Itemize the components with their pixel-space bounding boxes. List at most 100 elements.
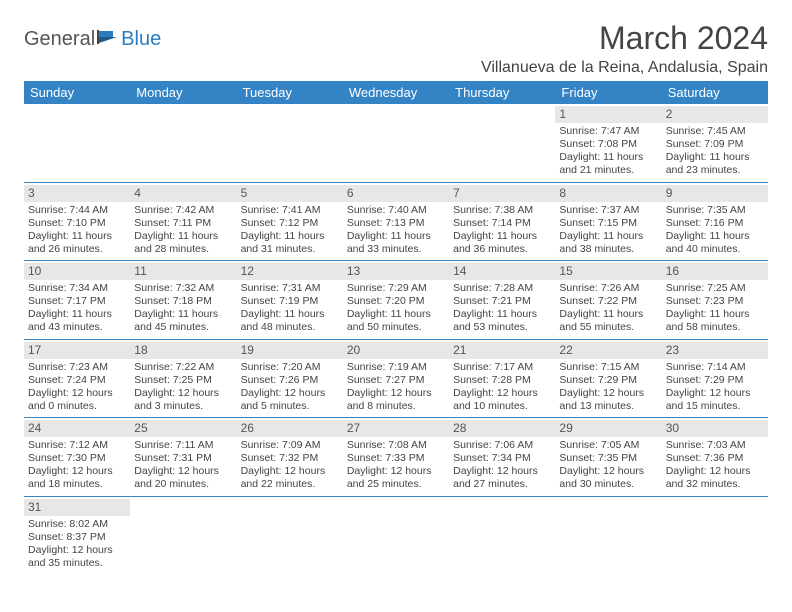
daylight-text: Daylight: 11 hours and 55 minutes. bbox=[559, 308, 657, 334]
day-number: 2 bbox=[662, 106, 768, 123]
calendar-cell: 26Sunrise: 7:09 AMSunset: 7:32 PMDayligh… bbox=[237, 418, 343, 497]
sunrise-text: Sunrise: 7:17 AM bbox=[453, 361, 551, 374]
title-block: March 2024 Villanueva de la Reina, Andal… bbox=[481, 20, 768, 77]
sunrise-text: Sunrise: 7:37 AM bbox=[559, 204, 657, 217]
sunset-text: Sunset: 7:23 PM bbox=[666, 295, 764, 308]
day-number: 23 bbox=[662, 342, 768, 359]
daylight-text: Daylight: 11 hours and 48 minutes. bbox=[241, 308, 339, 334]
calendar-cell bbox=[449, 104, 555, 182]
day-header: Saturday bbox=[662, 81, 768, 104]
calendar-cell: 1Sunrise: 7:47 AMSunset: 7:08 PMDaylight… bbox=[555, 104, 661, 182]
sunset-text: Sunset: 7:15 PM bbox=[559, 217, 657, 230]
day-number: 28 bbox=[449, 420, 555, 437]
day-number: 4 bbox=[130, 185, 236, 202]
daylight-text: Daylight: 12 hours and 3 minutes. bbox=[134, 387, 232, 413]
calendar-cell bbox=[449, 496, 555, 574]
daylight-text: Daylight: 12 hours and 13 minutes. bbox=[559, 387, 657, 413]
sunrise-text: Sunrise: 7:25 AM bbox=[666, 282, 764, 295]
day-number: 8 bbox=[555, 185, 661, 202]
location: Villanueva de la Reina, Andalusia, Spain bbox=[481, 59, 768, 77]
calendar-cell: 18 Sunrise: 7:22 AMSunset: 7:25 PMDayligh… bbox=[130, 339, 236, 418]
sunset-text: Sunset: 7:11 PM bbox=[134, 217, 232, 230]
day-header: Sunday bbox=[24, 81, 130, 104]
sunrise-text: Sunrise: 7:03 AM bbox=[666, 439, 764, 452]
day-number: 10 bbox=[24, 263, 130, 280]
sunrise-text: Sunrise: 7:41 AM bbox=[241, 204, 339, 217]
calendar-cell: 29Sunrise: 7:05 AMSunset: 7:35 PMDayligh… bbox=[555, 418, 661, 497]
sunset-text: Sunset: 7:12 PM bbox=[241, 217, 339, 230]
calendar-table: SundayMondayTuesdayWednesdayThursdayFrid… bbox=[24, 81, 768, 574]
calendar-cell: 22Sunrise: 7:15 AMSunset: 7:29 PMDayligh… bbox=[555, 339, 661, 418]
sunset-text: Sunset: 7:31 PM bbox=[134, 452, 232, 465]
daylight-text: Daylight: 12 hours and 30 minutes. bbox=[559, 465, 657, 491]
calendar-cell: 13Sunrise: 7:29 AMSunset: 7:20 PMDayligh… bbox=[343, 261, 449, 340]
calendar-cell bbox=[343, 496, 449, 574]
sunrise-text: Sunrise: 7:29 AM bbox=[347, 282, 445, 295]
sunset-text: Sunset: 8:37 PM bbox=[28, 531, 126, 544]
calendar-cell: 17Sunrise: 7:23 AMSunset: 7:24 PMDayligh… bbox=[24, 339, 130, 418]
calendar-cell: 5Sunrise: 7:41 AMSunset: 7:12 PMDaylight… bbox=[237, 182, 343, 261]
day-number: 6 bbox=[343, 185, 449, 202]
daylight-text: Daylight: 11 hours and 23 minutes. bbox=[666, 151, 764, 177]
day-number: 9 bbox=[662, 185, 768, 202]
flag-icon bbox=[97, 28, 119, 51]
daylight-text: Daylight: 12 hours and 25 minutes. bbox=[347, 465, 445, 491]
sunrise-text: Sunrise: 7:40 AM bbox=[347, 204, 445, 217]
calendar-cell bbox=[343, 104, 449, 182]
sunset-text: Sunset: 7:19 PM bbox=[241, 295, 339, 308]
sunrise-text: Sunrise: 7:11 AM bbox=[134, 439, 232, 452]
sunrise-text: Sunrise: 7:34 AM bbox=[28, 282, 126, 295]
sunset-text: Sunset: 7:36 PM bbox=[666, 452, 764, 465]
sunrise-text: Sunrise: 7:44 AM bbox=[28, 204, 126, 217]
daylight-text: Daylight: 12 hours and 35 minutes. bbox=[28, 544, 126, 570]
calendar-cell bbox=[555, 496, 661, 574]
sunset-text: Sunset: 7:09 PM bbox=[666, 138, 764, 151]
sunset-text: Sunset: 7:14 PM bbox=[453, 217, 551, 230]
sunset-text: Sunset: 7:16 PM bbox=[666, 217, 764, 230]
day-number: 19 bbox=[237, 342, 343, 359]
daylight-text: Daylight: 12 hours and 22 minutes. bbox=[241, 465, 339, 491]
daylight-text: Daylight: 12 hours and 10 minutes. bbox=[453, 387, 551, 413]
calendar-cell: 4Sunrise: 7:42 AMSunset: 7:11 PMDaylight… bbox=[130, 182, 236, 261]
sunrise-text: Sunrise: 7:19 AM bbox=[347, 361, 445, 374]
daylight-text: Daylight: 11 hours and 58 minutes. bbox=[666, 308, 764, 334]
day-number: 15 bbox=[555, 263, 661, 280]
daylight-text: Daylight: 11 hours and 45 minutes. bbox=[134, 308, 232, 334]
daylight-text: Daylight: 11 hours and 26 minutes. bbox=[28, 230, 126, 256]
daylight-text: Daylight: 12 hours and 32 minutes. bbox=[666, 465, 764, 491]
calendar-cell: 21Sunrise: 7:17 AMSunset: 7:28 PMDayligh… bbox=[449, 339, 555, 418]
sunrise-text: Sunrise: 7:31 AM bbox=[241, 282, 339, 295]
daylight-text: Daylight: 11 hours and 53 minutes. bbox=[453, 308, 551, 334]
sunrise-text: Sunrise: 7:12 AM bbox=[28, 439, 126, 452]
sunset-text: Sunset: 7:20 PM bbox=[347, 295, 445, 308]
calendar-cell: 2Sunrise: 7:45 AMSunset: 7:09 PMDaylight… bbox=[662, 104, 768, 182]
calendar-cell: 23Sunrise: 7:14 AMSunset: 7:29 PMDayligh… bbox=[662, 339, 768, 418]
daylight-text: Daylight: 11 hours and 40 minutes. bbox=[666, 230, 764, 256]
sunset-text: Sunset: 7:30 PM bbox=[28, 452, 126, 465]
sunrise-text: Sunrise: 7:15 AM bbox=[559, 361, 657, 374]
calendar-cell bbox=[662, 496, 768, 574]
calendar-cell: 27Sunrise: 7:08 AMSunset: 7:33 PMDayligh… bbox=[343, 418, 449, 497]
logo: General Blue bbox=[24, 28, 161, 51]
sunset-text: Sunset: 7:26 PM bbox=[241, 374, 339, 387]
day-header: Friday bbox=[555, 81, 661, 104]
calendar-cell: 7Sunrise: 7:38 AMSunset: 7:14 PMDaylight… bbox=[449, 182, 555, 261]
sunset-text: Sunset: 7:25 PM bbox=[134, 374, 232, 387]
calendar-cell bbox=[24, 104, 130, 182]
sunrise-text: Sunrise: 7:22 AM bbox=[134, 361, 232, 374]
calendar-cell bbox=[130, 496, 236, 574]
calendar-cell: 11Sunrise: 7:32 AMSunset: 7:18 PMDayligh… bbox=[130, 261, 236, 340]
daylight-text: Daylight: 11 hours and 28 minutes. bbox=[134, 230, 232, 256]
calendar-cell bbox=[237, 496, 343, 574]
daylight-text: Daylight: 12 hours and 20 minutes. bbox=[134, 465, 232, 491]
sunset-text: Sunset: 7:32 PM bbox=[241, 452, 339, 465]
day-number: 29 bbox=[555, 420, 661, 437]
sunset-text: Sunset: 7:08 PM bbox=[559, 138, 657, 151]
day-header: Monday bbox=[130, 81, 236, 104]
day-number: 18 bbox=[130, 342, 236, 359]
calendar-cell: 30Sunrise: 7:03 AMSunset: 7:36 PMDayligh… bbox=[662, 418, 768, 497]
sunset-text: Sunset: 7:28 PM bbox=[453, 374, 551, 387]
sunset-text: Sunset: 7:21 PM bbox=[453, 295, 551, 308]
day-number: 5 bbox=[237, 185, 343, 202]
daylight-text: Daylight: 12 hours and 5 minutes. bbox=[241, 387, 339, 413]
